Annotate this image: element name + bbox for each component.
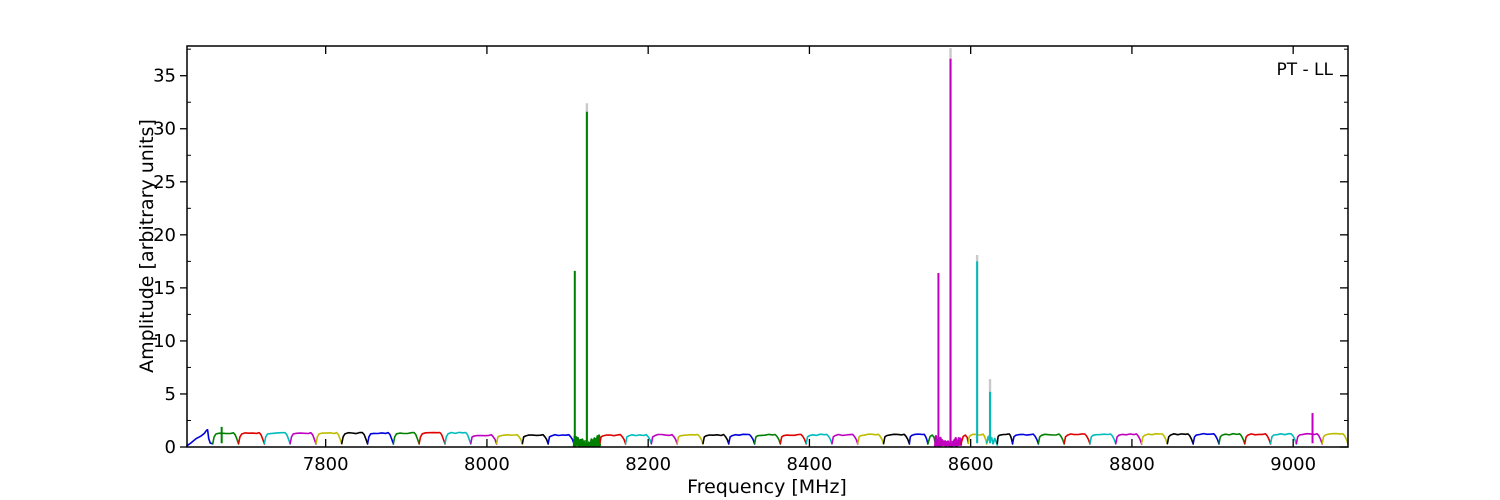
x-tick-label: 7800 (303, 454, 349, 475)
spectrum-segment (624, 433, 653, 445)
y-tick-label: 15 (153, 278, 176, 299)
spectrum-segment (996, 433, 1014, 445)
x-tick-label: 8800 (1109, 454, 1155, 475)
spectrum-segment (753, 433, 782, 445)
spectrum-segment (676, 433, 704, 445)
y-tick-label: 35 (153, 66, 176, 87)
y-tick-label: 30 (153, 119, 176, 140)
spectrum-segment (340, 431, 369, 445)
spectrum-segment (289, 431, 317, 445)
spectrum-segment (967, 433, 988, 445)
spectrum-segment (805, 433, 833, 445)
spectrum-segment (263, 431, 292, 445)
spectrum-segment (1011, 433, 1040, 445)
spectrum-segment (1063, 433, 1091, 445)
spectrum-segment-sliver (927, 434, 937, 445)
spectrum-segment (1140, 432, 1169, 445)
spectrum-segment (727, 433, 756, 445)
spectrum-segment (547, 433, 575, 445)
x-axis-label: Frequency [MHz] (687, 476, 847, 498)
spectrum-segment (1115, 433, 1143, 445)
y-tick-label: 0 (165, 437, 176, 458)
spectrum-segment (882, 433, 911, 445)
spectrum-segment-wiggle (985, 435, 999, 446)
flagged-subband-blob (934, 435, 963, 448)
x-tick-label: 8400 (787, 454, 833, 475)
spectrum-segment (1037, 433, 1065, 445)
y-tick-label: 25 (153, 172, 176, 193)
spectrum-segment (366, 431, 395, 445)
y-tick-label: 10 (153, 331, 176, 352)
x-tick-label: 8200 (625, 454, 671, 475)
spectrum-segment (650, 433, 679, 445)
spectrum-segment (212, 431, 240, 445)
spectrum-segment (702, 433, 730, 445)
x-tick-label: 8000 (464, 454, 510, 475)
spectrum-segment (779, 433, 808, 445)
spectrum-segment (1295, 432, 1323, 445)
spectrum-segment (856, 433, 885, 445)
spectrum-segment (1192, 432, 1220, 445)
spectrum-segment (392, 431, 421, 445)
x-tick-label: 8600 (948, 454, 994, 475)
polarization-label: PT - LL (1276, 60, 1333, 80)
spectrum-segment (1244, 432, 1272, 445)
spectrum-segment (444, 431, 472, 445)
y-axis-label: Amplitude [arbitrary units] (136, 119, 158, 373)
spectrum-segment-ramp (186, 428, 214, 447)
spectrum-segment (418, 431, 446, 445)
spectrum-segment-sliver (960, 434, 970, 445)
spectrum-segment (1089, 433, 1117, 445)
spectrum-segment (1166, 432, 1194, 445)
spectrum-segment (469, 433, 498, 445)
axes-frame (186, 45, 1349, 448)
spectrum-segment (1321, 432, 1349, 445)
spectrum-segment (495, 433, 524, 445)
spectrum-segment (315, 431, 343, 445)
spectrum-segment (1269, 432, 1298, 445)
spectrum-segment (908, 433, 929, 445)
spectrum-segment (237, 431, 266, 445)
spectrum-segment (521, 433, 550, 445)
spectrum-segment (831, 433, 859, 445)
axes-background (187, 46, 1348, 447)
y-tick-label: 20 (153, 225, 176, 246)
spectrum-segment (598, 433, 627, 445)
x-tick-label: 9000 (1270, 454, 1316, 475)
y-tick-label: 5 (165, 384, 176, 405)
spectrum-segment (1218, 432, 1246, 445)
